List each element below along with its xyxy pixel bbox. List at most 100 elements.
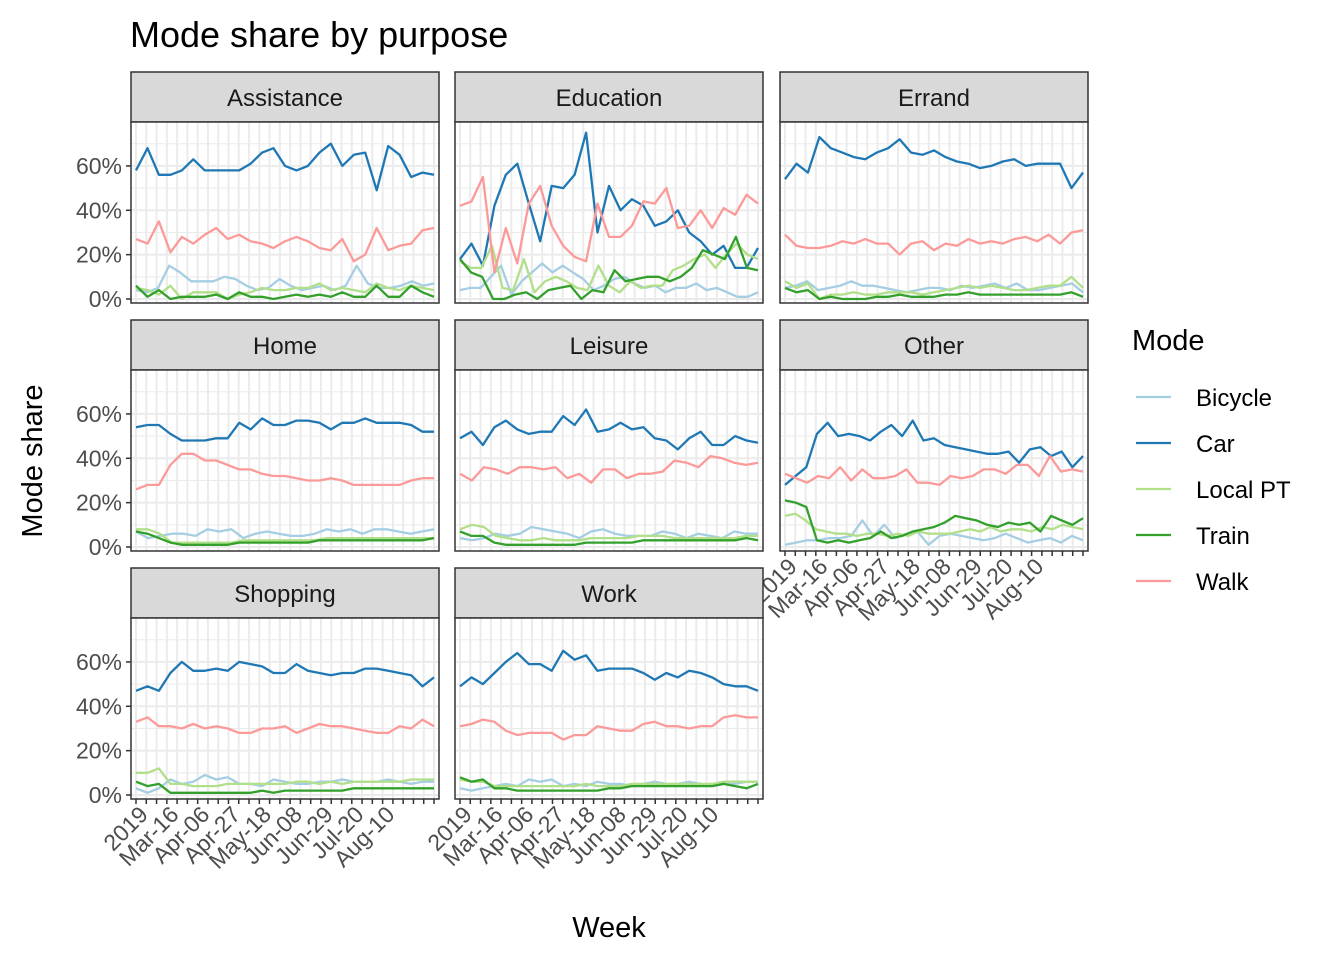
facet-strip [454,567,764,619]
gridlines [455,618,763,799]
panel-border [454,121,764,304]
plot-background [780,370,1088,551]
panel-leisure: Leisure [454,319,764,552]
legend-label: Walk [1196,569,1249,596]
series-line-bicycle [784,519,1084,546]
panel-work: Work2019Mar-16Apr-06Apr-27May-18Jun-08Ju… [422,567,764,874]
y-tick-label: 40% [76,445,122,471]
series-line-train [135,530,435,546]
series-line-car [135,417,434,442]
facet-label: Assistance [227,85,343,112]
series-line-train [459,235,759,301]
facet-label: Other [904,333,964,360]
facet-label: Education [556,85,663,112]
facet-strip [779,319,1089,371]
facet-label: Home [253,333,317,360]
panel-border [779,369,1089,552]
facet-panels: Assistance 0% 20% 40% 60% Education Errand Home… [76,71,1089,874]
legend-label: Train [1196,523,1250,550]
series-line-bicycle [135,528,435,540]
y-tick-label: 40% [76,197,122,223]
series-line-walk [135,220,435,263]
series-line-walk [135,716,435,735]
series-line-walk [784,229,1084,256]
legend-label: Bicycle [1196,385,1272,412]
legend-title: Mode [1132,325,1205,357]
plot-background [455,122,763,303]
panel-border [130,369,440,552]
series-line-train [135,780,434,794]
series-line-train [784,499,1084,544]
series-line-train [784,286,1084,301]
series-line-walk [459,175,759,274]
series-line-bicycle [135,264,435,294]
series-line-walk [784,454,1084,487]
series-line-car [459,131,759,270]
legend-item-walk: Walk [1136,569,1249,596]
panel-assistance: Assistance 0% 20% 40% 60% [76,71,440,312]
legend-item-local-pt: Local PT [1136,477,1291,504]
facet-label: Work [581,581,638,608]
panel-errand: Errand [779,71,1089,304]
y-tick-label: 20% [76,242,122,268]
gridlines [455,370,763,551]
panel-other: Other2019Mar-16Apr-06Apr-27May-18Jun-08J… [747,319,1089,626]
plot-background [131,370,439,551]
facet-strip [130,567,440,619]
series-line-walk [459,454,759,484]
gridlines [131,370,439,551]
gridlines [131,618,439,799]
series-line-train [459,530,759,546]
x-axis-label: Week [572,912,646,944]
facet-strip [779,71,1089,123]
series-line-local-pt [459,242,759,294]
facet-label: Errand [898,85,970,112]
panel-border [454,617,764,800]
legend-label: Car [1196,431,1235,458]
legend-label: Local PT [1196,477,1291,504]
facet-strip [454,71,764,123]
plot-background [780,122,1088,303]
plot-background [455,618,763,799]
panel-border [130,121,440,304]
series-line-car [459,649,759,692]
panel-border [779,121,1089,304]
series-line-car [784,419,1084,486]
series-line-local-pt [136,767,434,788]
y-tick-label: 60% [76,401,122,427]
legend: Mode Bicycle Car Local PT Train Walk [1132,325,1291,596]
y-axis-label: Mode share [17,384,49,537]
y-tick-label: 20% [76,738,122,764]
facet-strip [454,319,764,371]
panel-education: Education [454,71,764,304]
gridlines [780,122,1088,303]
panel-home: Home 0% 20% 40% 60% [76,319,440,560]
y-tick-label: 40% [76,693,122,719]
series-line-local-pt [784,275,1084,301]
series-line-local-pt [784,512,1084,538]
y-tick-label: 0% [89,782,122,808]
gridlines [455,122,763,303]
series-line-bicycle [459,525,758,542]
legend-item-car: Car [1136,431,1235,458]
panel-border [454,369,764,552]
y-tick-label: 0% [89,286,122,312]
facet-label: Shopping [234,581,335,608]
series-line-car [459,408,759,451]
y-tick-label: 0% [89,534,122,560]
chart-title: Mode share by purpose [130,14,508,55]
facet-label: Leisure [570,333,649,360]
series-line-car [784,135,1084,190]
series-line-car [135,660,435,692]
y-tick-label: 60% [76,153,122,179]
series-line-local-pt [136,528,434,544]
plot-background [131,618,439,799]
y-tick-label: 20% [76,490,122,516]
y-tick-label: 60% [76,649,122,675]
series-line-local-pt [459,523,758,542]
legend-item-train: Train [1136,523,1250,550]
series-line-bicycle [135,773,434,794]
series-line-train [135,284,435,301]
legend-item-bicycle: Bicycle [1136,385,1272,412]
